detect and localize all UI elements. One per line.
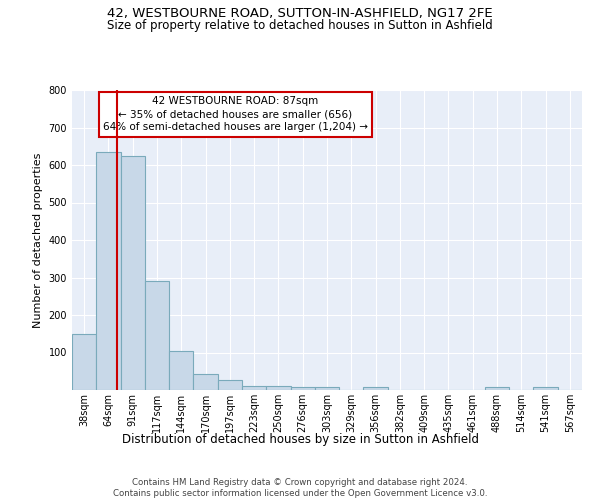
Text: 42, WESTBOURNE ROAD, SUTTON-IN-ASHFIELD, NG17 2FE: 42, WESTBOURNE ROAD, SUTTON-IN-ASHFIELD,… — [107, 8, 493, 20]
Bar — [218, 380, 242, 390]
Bar — [266, 386, 290, 390]
Bar — [290, 386, 315, 390]
Y-axis label: Number of detached properties: Number of detached properties — [33, 152, 43, 328]
Bar — [169, 352, 193, 390]
Bar — [533, 387, 558, 390]
Bar — [242, 386, 266, 390]
Text: Distribution of detached houses by size in Sutton in Ashfield: Distribution of detached houses by size … — [121, 432, 479, 446]
Bar — [485, 387, 509, 390]
Bar — [193, 374, 218, 390]
Text: Contains HM Land Registry data © Crown copyright and database right 2024.
Contai: Contains HM Land Registry data © Crown c… — [113, 478, 487, 498]
Text: Size of property relative to detached houses in Sutton in Ashfield: Size of property relative to detached ho… — [107, 19, 493, 32]
Bar — [72, 334, 96, 390]
Bar — [121, 156, 145, 390]
Bar — [364, 388, 388, 390]
Bar — [96, 152, 121, 390]
Bar — [145, 281, 169, 390]
Text: 42 WESTBOURNE ROAD: 87sqm
← 35% of detached houses are smaller (656)
64% of semi: 42 WESTBOURNE ROAD: 87sqm ← 35% of detac… — [103, 96, 368, 132]
Bar — [315, 386, 339, 390]
